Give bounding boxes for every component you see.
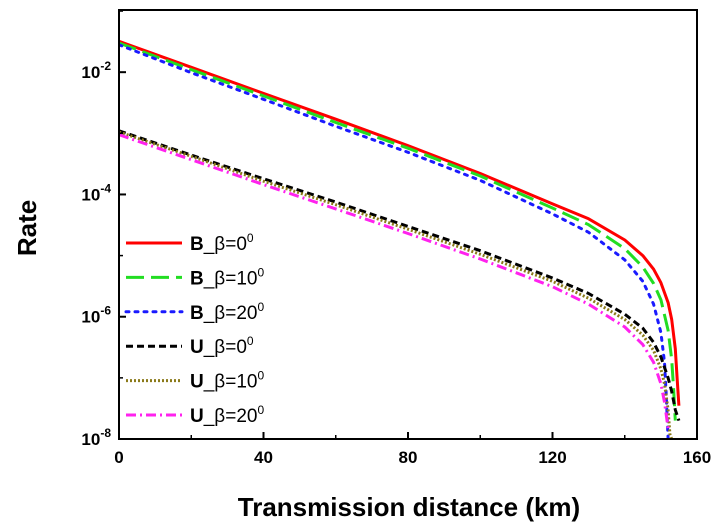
x-tick-label: 160 — [683, 448, 711, 467]
legend-label-4: U_β=00 — [190, 334, 254, 358]
y-tick-label: 10-8 — [81, 426, 111, 449]
legend-label-6: U_β=200 — [190, 403, 264, 427]
y-axis-title: Rate — [12, 200, 42, 256]
series-line-4 — [119, 129, 681, 422]
series-line-1 — [119, 39, 681, 406]
legend: B_β=00 B_β=100 B_β=200 U_β=00 U_β=100 U_β=200 — [124, 231, 264, 427]
x-tick-label: 80 — [399, 448, 418, 467]
legend-label-5: U_β=100 — [190, 369, 264, 393]
x-tick-label: 0 — [114, 448, 123, 467]
y-axis: 10-8 10-6 10-4 10-2 — [81, 10, 126, 449]
series-line-6 — [119, 133, 670, 429]
series-line-2 — [119, 41, 677, 421]
x-tick-label: 40 — [254, 448, 273, 467]
y-tick-label: 10-4 — [81, 181, 111, 204]
y-tick-label: 10-6 — [81, 304, 111, 327]
legend-label-3: B_β=200 — [190, 300, 264, 324]
x-axis: 0 40 80 120 160 — [114, 432, 711, 467]
x-axis-title: Transmission distance (km) — [238, 492, 580, 522]
x-tick-label: 120 — [538, 448, 566, 467]
legend-label-2: B_β=100 — [190, 265, 264, 289]
y-tick-label: 10-2 — [81, 59, 111, 82]
legend-label-1: B_β=00 — [190, 231, 254, 255]
series-line-3 — [119, 43, 670, 439]
